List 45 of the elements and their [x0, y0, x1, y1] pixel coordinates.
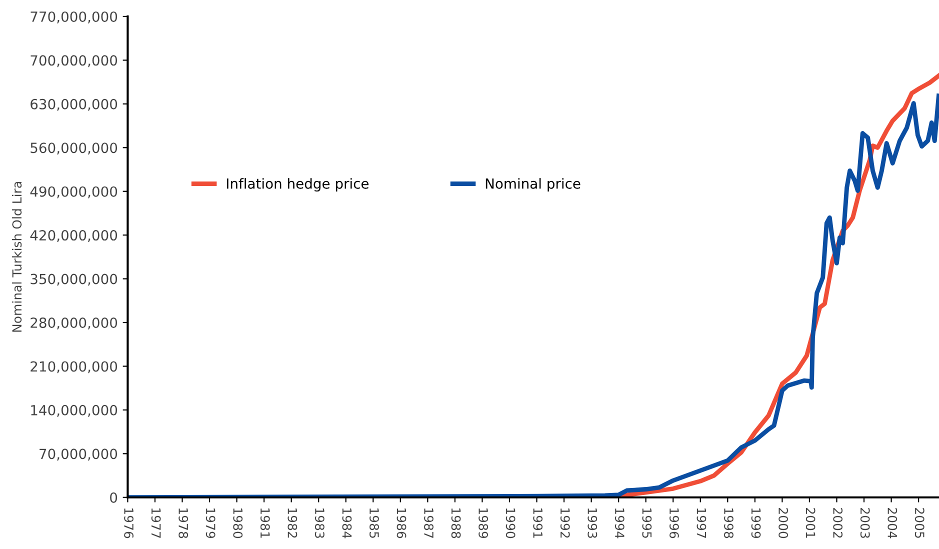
x-tick-label: 1995 — [642, 508, 652, 538]
x-tick-label: 2005 — [914, 508, 924, 538]
x-tick-label: 1994 — [614, 508, 624, 538]
y-tick-label: 630,000,000 — [30, 98, 118, 111]
x-tick-label: 1978 — [178, 508, 188, 538]
y-tick-label: 700,000,000 — [30, 55, 118, 68]
x-tick-label: 2004 — [888, 508, 898, 538]
y-tick-label: 560,000,000 — [30, 142, 118, 155]
x-tick-label: 2002 — [833, 508, 843, 538]
x-tick-label: 1990 — [506, 508, 516, 538]
x-tick-label: 1991 — [533, 508, 543, 538]
y-axis-title: Nominal Turkish Old Lira — [12, 182, 22, 332]
y-tick-label: 280,000,000 — [30, 317, 118, 330]
x-tick-label: 2003 — [860, 508, 870, 538]
y-tick-label: 770,000,000 — [30, 11, 118, 24]
x-tick-label: 1985 — [370, 508, 379, 538]
x-tick-label: 1977 — [151, 508, 161, 538]
x-tick-label: 1982 — [288, 508, 298, 538]
x-tick-label: 1989 — [478, 508, 488, 538]
legend-label: Inflation hedge price — [226, 178, 369, 192]
y-tick-label: 70,000,000 — [40, 448, 118, 461]
x-tick-label: 1993 — [588, 508, 598, 538]
y-tick-label: 0 — [110, 492, 118, 503]
y-tick-label: 140,000,000 — [31, 404, 118, 417]
x-tick-label: 1986 — [396, 508, 406, 538]
x-tick-label: 1996 — [669, 508, 679, 538]
y-tick-label: 420,000,000 — [30, 230, 118, 242]
x-tick-label: 1979 — [206, 508, 216, 538]
x-tick-label: 2001 — [806, 508, 816, 538]
x-tick-label: 1999 — [751, 508, 761, 538]
y-tick-label: 350,000,000 — [30, 274, 118, 286]
x-tick-label: 1983 — [314, 508, 324, 538]
x-tick-label: 1976 — [124, 508, 134, 538]
y-tick-label: 210,000,000 — [30, 361, 118, 374]
x-tick-label: 1981 — [260, 508, 270, 538]
y-tick-label: 490,000,000 — [30, 186, 118, 198]
x-tick-label: 1980 — [233, 508, 243, 538]
x-tick-label: 2000 — [778, 508, 788, 538]
x-tick-label: 1997 — [696, 508, 706, 538]
x-tick-label: 1987 — [424, 508, 434, 538]
x-tick-label: 1992 — [560, 508, 570, 538]
x-tick-label: 1988 — [451, 508, 461, 538]
legend-label: Nominal price — [486, 178, 580, 192]
x-tick-label: 1998 — [724, 508, 734, 538]
x-tick-label: 1984 — [342, 508, 352, 538]
